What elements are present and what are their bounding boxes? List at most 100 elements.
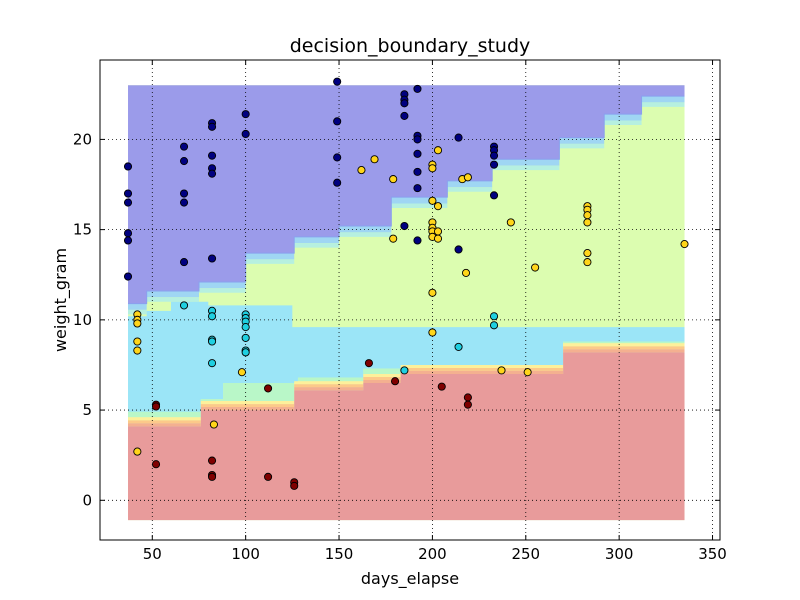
- data-point: [333, 178, 342, 187]
- y-tick-label: 5: [82, 401, 92, 419]
- data-point: [179, 198, 189, 207]
- data-point: [123, 229, 133, 238]
- data-point: [237, 368, 246, 377]
- data-point: [207, 312, 217, 321]
- transition-band-blue: [128, 96, 685, 310]
- data-point: [391, 377, 400, 386]
- data-point: [207, 337, 217, 346]
- data-point: [179, 301, 189, 310]
- data-point: [428, 288, 437, 297]
- data-point: [133, 447, 142, 456]
- data-point: [151, 460, 161, 469]
- data-point: [400, 99, 409, 108]
- y-tick-label: 20: [73, 130, 92, 148]
- transition-band-lightgreen: [128, 341, 685, 418]
- x-tick-label: 300: [605, 545, 634, 563]
- data-point: [413, 184, 422, 193]
- data-point: [433, 234, 443, 243]
- data-point: [489, 321, 499, 330]
- data-point: [454, 245, 463, 254]
- data-point: [290, 481, 299, 490]
- data-point: [207, 472, 217, 481]
- y-tick-label: 0: [82, 491, 92, 509]
- x-axis-label: days_elapse: [361, 569, 459, 589]
- data-point: [389, 175, 398, 184]
- data-point: [179, 258, 189, 267]
- data-point: [123, 198, 133, 207]
- data-point: [454, 342, 463, 351]
- data-point: [241, 348, 250, 357]
- data-point: [523, 368, 532, 377]
- data-point: [428, 328, 437, 337]
- x-tick-label: 50: [143, 545, 162, 563]
- data-point: [389, 234, 398, 243]
- x-tick-label: 200: [418, 545, 447, 563]
- data-point: [583, 211, 592, 220]
- data-point: [151, 402, 161, 411]
- data-point: [241, 129, 250, 139]
- y-tick-label: 10: [73, 311, 92, 329]
- y-axis-label: weight_gram: [51, 248, 71, 352]
- data-point: [207, 169, 217, 178]
- data-point: [207, 254, 217, 263]
- x-tick-label: 100: [231, 545, 260, 563]
- data-point: [489, 160, 499, 169]
- data-point: [179, 157, 189, 166]
- data-point: [370, 155, 379, 164]
- data-point: [463, 173, 472, 182]
- data-point: [333, 117, 342, 126]
- data-point: [463, 393, 472, 402]
- data-point: [400, 111, 409, 120]
- data-point: [583, 258, 592, 267]
- data-point: [428, 164, 437, 173]
- data-point: [133, 337, 142, 346]
- data-point: [123, 189, 133, 198]
- y-tick-label: 15: [73, 221, 92, 239]
- transition-band-yellow: [128, 343, 685, 421]
- data-point: [583, 249, 592, 258]
- data-point: [680, 240, 689, 249]
- chart-title: decision_boundary_study: [290, 35, 531, 57]
- transition-band-teal: [128, 102, 685, 315]
- data-point: [241, 110, 250, 119]
- data-point: [123, 272, 133, 281]
- transition-band-salmon: [128, 349, 685, 427]
- region-cyan: [128, 301, 685, 412]
- data-point: [413, 167, 422, 176]
- axes-frame: [99, 59, 721, 541]
- data-point: [179, 189, 189, 198]
- data-point: [364, 359, 373, 368]
- data-point: [489, 191, 499, 200]
- region-blue: [128, 85, 685, 304]
- data-point: [433, 146, 443, 155]
- data-point: [461, 268, 471, 277]
- data-point: [241, 323, 250, 332]
- data-point: [333, 77, 342, 86]
- data-point: [357, 166, 366, 175]
- data-point: [264, 384, 273, 393]
- data-point: [463, 400, 472, 409]
- data-point: [506, 218, 515, 227]
- data-point: [428, 196, 437, 205]
- data-point: [207, 122, 217, 131]
- data-point: [433, 227, 443, 236]
- data-point: [413, 135, 422, 144]
- x-tick-label: 350: [698, 545, 727, 563]
- data-point: [264, 472, 273, 481]
- x-tick-label: 250: [511, 545, 540, 563]
- data-point: [241, 333, 250, 342]
- data-point: [433, 202, 443, 211]
- data-point: [207, 151, 217, 160]
- data-point: [413, 84, 422, 93]
- data-point: [583, 218, 592, 227]
- data-point: [207, 456, 217, 465]
- data-point: [413, 236, 422, 245]
- data-point: [489, 312, 499, 321]
- data-point: [531, 263, 540, 272]
- data-point: [123, 236, 133, 245]
- plot-area: 50 100 150 200 250 300 350 0 5 10 15 20: [73, 59, 727, 563]
- data-point: [454, 133, 463, 142]
- data-point: [207, 359, 217, 368]
- data-point: [333, 153, 342, 162]
